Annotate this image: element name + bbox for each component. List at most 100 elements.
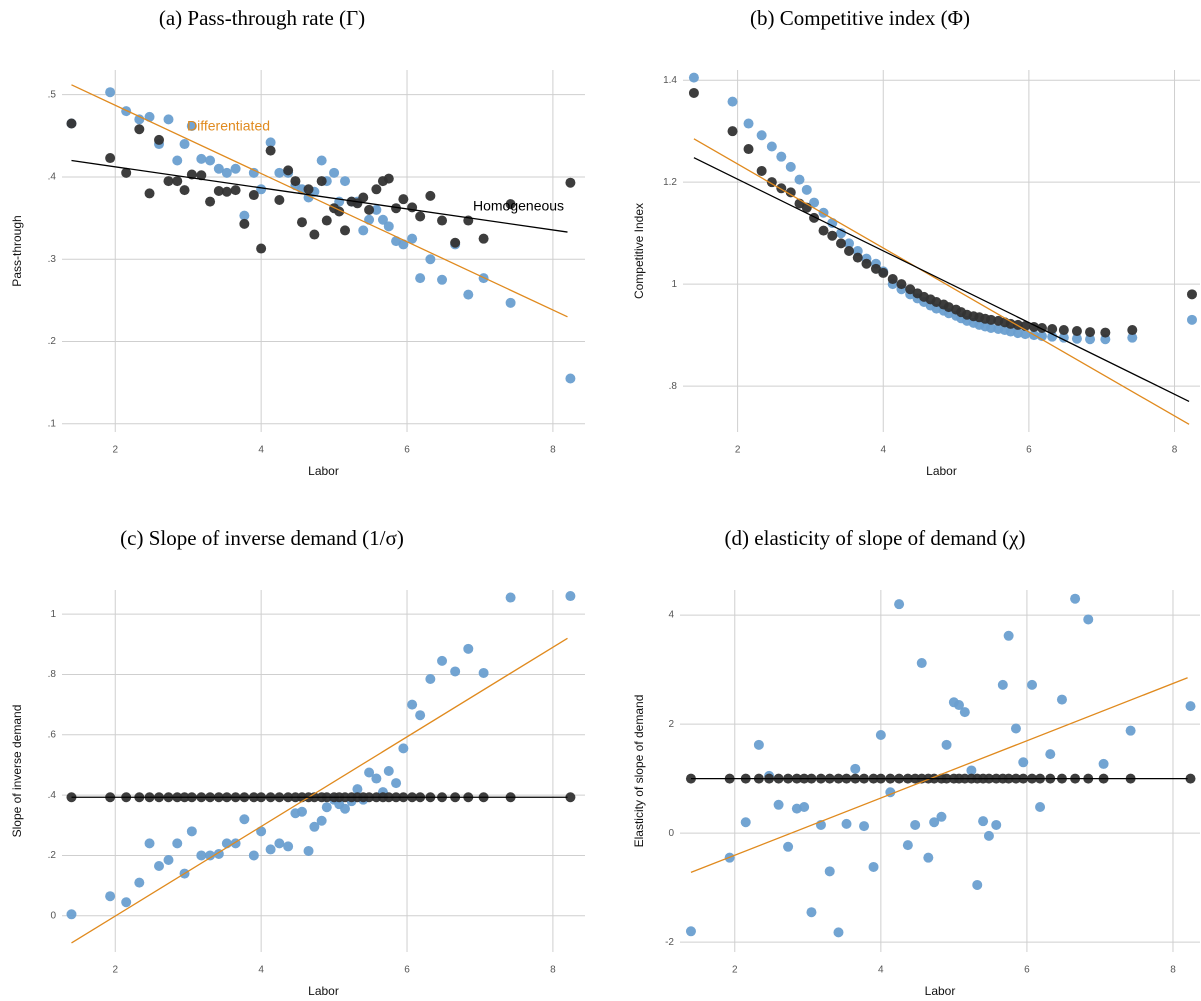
point <box>66 909 77 920</box>
point <box>230 163 241 174</box>
y-tick-label: 4 <box>668 610 674 621</box>
point <box>179 139 190 150</box>
point <box>1186 289 1197 300</box>
y-tick-label: .2 <box>48 850 57 861</box>
point <box>844 238 855 249</box>
point <box>785 161 796 172</box>
point <box>859 821 870 832</box>
point <box>340 176 351 187</box>
panel-title: (c) Slope of inverse demand (1/σ) <box>120 526 404 550</box>
point <box>463 289 474 300</box>
y-tick-label: 1.2 <box>663 177 677 188</box>
point <box>316 155 327 166</box>
point <box>794 174 805 185</box>
y-tick-label: .5 <box>48 89 57 100</box>
point <box>290 176 301 187</box>
y-tick-label: .3 <box>48 254 57 265</box>
point <box>296 217 307 228</box>
point <box>776 151 787 162</box>
point <box>172 155 183 166</box>
point <box>256 826 267 837</box>
y-axis-label: Competitive Index <box>632 203 646 299</box>
point <box>321 215 332 226</box>
point <box>134 124 145 135</box>
point <box>371 773 382 784</box>
y-tick-label: .8 <box>669 381 678 392</box>
point <box>727 96 738 107</box>
point <box>463 643 474 654</box>
point <box>398 743 409 754</box>
point <box>923 852 934 863</box>
point <box>827 230 838 241</box>
x-tick-label: 6 <box>1026 445 1032 456</box>
point <box>121 167 132 178</box>
point <box>391 203 402 214</box>
point <box>799 801 810 812</box>
point <box>265 145 276 156</box>
fit-line <box>71 84 568 318</box>
x-tick-label: 4 <box>878 965 884 976</box>
point <box>1035 801 1046 812</box>
point <box>505 592 516 603</box>
point <box>565 792 576 803</box>
point <box>685 926 696 937</box>
point <box>248 850 259 861</box>
y-tick-label: 1.4 <box>663 75 677 86</box>
x-tick-label: 8 <box>1170 965 1176 976</box>
y-tick-label: .8 <box>48 669 57 680</box>
point <box>179 185 190 196</box>
point <box>983 830 994 841</box>
point <box>239 218 250 229</box>
point <box>283 165 294 176</box>
line-label: Differentiated <box>187 118 270 134</box>
x-axis-label: Labor <box>925 984 956 998</box>
point <box>1100 327 1111 338</box>
point <box>1058 332 1069 343</box>
point <box>186 120 197 131</box>
point <box>1070 593 1081 604</box>
point <box>186 826 197 837</box>
point <box>1127 325 1138 336</box>
point <box>783 841 794 852</box>
point <box>398 239 409 250</box>
point <box>340 803 351 814</box>
point <box>916 658 927 669</box>
point <box>450 237 461 248</box>
point <box>902 840 913 851</box>
y-tick-label: 2 <box>668 719 674 730</box>
point <box>870 263 881 274</box>
panel-title: (a) Pass-through rate (Γ) <box>159 6 365 30</box>
panel-title: (d) elasticity of slope of demand (χ) <box>725 526 1026 550</box>
x-tick-label: 4 <box>880 445 886 456</box>
point <box>809 197 820 208</box>
point <box>274 167 285 178</box>
point <box>978 816 989 827</box>
point <box>844 246 855 256</box>
point <box>213 185 224 196</box>
panel: (b) Competitive index (Φ) 2 4 6 8 .8 1 1.2 1.4 La… <box>632 6 1200 478</box>
point <box>727 126 738 137</box>
point <box>868 861 879 872</box>
point <box>437 215 448 226</box>
point <box>425 254 436 265</box>
point <box>1083 614 1094 625</box>
point <box>986 322 997 333</box>
fit-line <box>693 138 1190 425</box>
point <box>121 106 132 117</box>
point <box>283 841 294 852</box>
point <box>309 229 320 240</box>
point <box>688 72 699 83</box>
point <box>565 177 576 188</box>
point <box>274 194 285 205</box>
point <box>303 184 314 195</box>
x-tick-label: 2 <box>735 445 741 456</box>
point <box>358 225 369 236</box>
point <box>1027 679 1038 690</box>
point <box>265 844 276 855</box>
point <box>230 185 241 196</box>
point <box>415 710 426 721</box>
point <box>929 817 940 828</box>
point <box>1125 725 1136 736</box>
y-tick-label: 1 <box>50 609 56 620</box>
